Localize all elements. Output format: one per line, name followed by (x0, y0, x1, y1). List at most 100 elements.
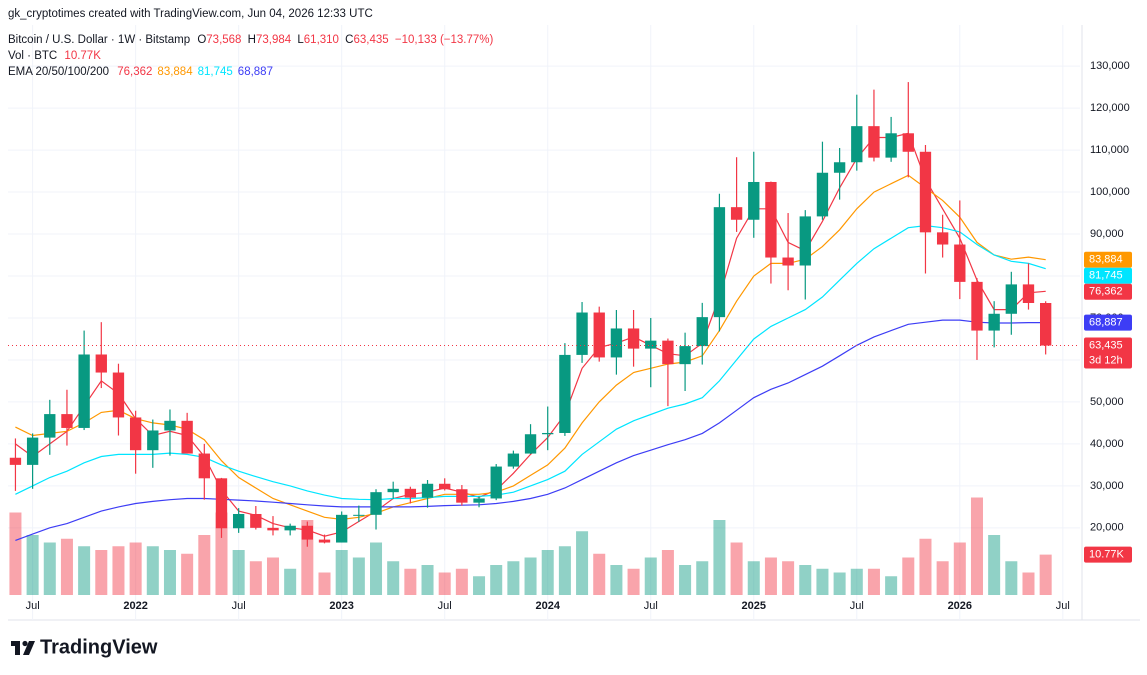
price-label-box (1084, 251, 1132, 268)
x-tick-label: 2022 (123, 600, 147, 612)
ohlc-key: C (345, 34, 353, 46)
volume-bar (266, 557, 280, 595)
volume-bar (43, 542, 56, 595)
volume-bar (799, 565, 812, 595)
candle-body (851, 126, 863, 163)
volume-bar (198, 535, 211, 595)
volume-bar (850, 568, 863, 595)
candle-body (387, 488, 399, 493)
candle-body (885, 133, 897, 158)
volume-bar (490, 565, 503, 595)
volume-bar (953, 542, 966, 595)
volume-bar (232, 550, 245, 595)
volume-bar (60, 538, 73, 595)
candle-body (507, 453, 520, 467)
symbol-legend: Bitcoin / U.S. Dollar · 1W · Bitstamp O7… (8, 34, 494, 46)
y-tick-label: 40,000 (1090, 438, 1124, 450)
candle-body (164, 420, 176, 431)
volume-bar (816, 568, 829, 595)
candle-body (147, 430, 159, 451)
candle-body (250, 513, 262, 528)
volume-label: 10.77K (1089, 549, 1125, 561)
ema-value: 76,362 (117, 66, 152, 78)
volume-bar (593, 553, 606, 595)
candle-body (593, 312, 605, 358)
volume-bar (1039, 554, 1052, 595)
candle-body (301, 525, 314, 540)
volume-bar (473, 576, 486, 595)
y-tick-label: 50,000 (1090, 396, 1124, 408)
volume-bar (215, 512, 228, 595)
volume-bar (902, 557, 915, 595)
candle-body (232, 513, 245, 529)
volume-bar (387, 561, 400, 595)
volume-bar (249, 561, 262, 595)
countdown: 3d 12h (1089, 354, 1123, 366)
candle-body (645, 340, 657, 349)
logo-stem (15, 641, 20, 655)
price-label: 81,745 (1089, 270, 1123, 282)
candle-body (61, 414, 73, 428)
candle-body (78, 354, 90, 428)
logo-dot (22, 640, 28, 647)
candle-body (954, 244, 966, 282)
volume-bar (129, 542, 142, 595)
x-tick-label: Jul (438, 600, 452, 612)
attribution: gk_cryptotimes created with TradingView.… (8, 8, 373, 20)
candle-body (765, 181, 777, 258)
volume-bar (696, 561, 709, 595)
x-tick-label: Jul (26, 600, 40, 612)
candle-body (782, 257, 794, 266)
brand-logo: TradingView (11, 636, 158, 658)
candle-body (26, 437, 39, 465)
candle-body (129, 417, 142, 451)
volume-bar (1005, 561, 1018, 595)
price-label-box (1084, 283, 1132, 300)
ema-value: 68,887 (238, 66, 273, 78)
candle-body (748, 181, 760, 220)
candle-body (576, 312, 588, 355)
candle-body (868, 126, 880, 158)
candle-body (439, 483, 451, 490)
volume-bar (713, 520, 726, 595)
volume-bar (679, 565, 692, 595)
candle-body (1005, 284, 1017, 314)
volume-bar (181, 553, 194, 595)
price-label-box (1084, 267, 1132, 284)
ohlc-key: L (297, 34, 304, 46)
volume-bar (1022, 572, 1035, 595)
price-label: 76,362 (1089, 286, 1123, 298)
candle-body (542, 432, 554, 435)
candle-body (524, 434, 537, 454)
candle-body (9, 457, 22, 465)
volume-bar (747, 561, 760, 595)
candle-body (988, 313, 1000, 331)
logo-slash (23, 641, 35, 655)
candle-body (936, 232, 949, 245)
volume-bar (885, 576, 898, 595)
volume-bar (833, 572, 846, 595)
volume-bar (146, 546, 159, 595)
candle-body (627, 328, 640, 349)
volume-bar (404, 568, 417, 595)
volume-bar (352, 557, 365, 595)
volume-bar (455, 568, 468, 595)
volume-bar (970, 497, 983, 595)
candle-body (421, 483, 434, 498)
x-tick-label: 2024 (535, 600, 560, 612)
ohlc-value: 73,568 (206, 34, 241, 46)
candle-body (112, 372, 125, 418)
volume-bar (438, 572, 451, 595)
candle-body (730, 207, 743, 220)
candle-body (833, 162, 846, 173)
volume-bar (558, 546, 571, 595)
x-tick-label: 2025 (742, 600, 766, 612)
x-tick-label: Jul (1056, 600, 1070, 612)
candle-body (370, 492, 382, 515)
candle-body (215, 478, 228, 529)
candle-body (816, 172, 829, 217)
volume-bar (95, 550, 108, 595)
candle-body (336, 514, 348, 543)
volume-bar (163, 550, 176, 595)
